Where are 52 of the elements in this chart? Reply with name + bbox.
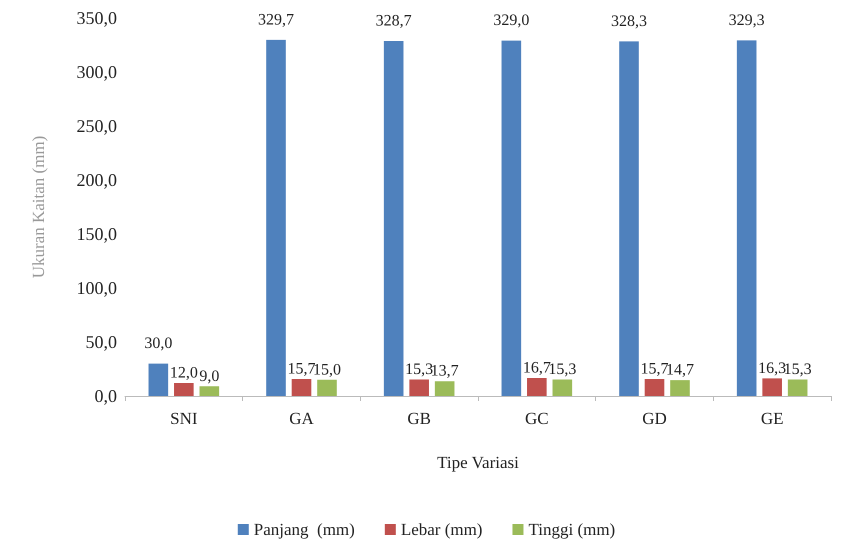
bar [434,381,454,396]
data-label: 328,7 [376,12,412,30]
data-label: 15,7 [640,360,668,378]
legend-label: Lebar (mm) [400,520,482,539]
y-tick-label: 0,0 [94,386,117,406]
legend-label: Tinggi (mm) [528,520,616,539]
bar [736,40,756,396]
data-label: 329,7 [258,11,294,28]
data-label: 329,3 [728,12,765,29]
x-tick-label: GB [407,409,431,428]
bar [148,364,168,396]
y-tick-label: 250,0 [76,116,117,136]
bar [317,380,337,396]
y-tick-label: 200,0 [76,170,117,190]
bar [670,380,690,396]
data-label: 15,3 [405,360,434,378]
bar [384,41,404,396]
x-tick-label: GD [642,409,667,428]
y-tick-label: 300,0 [76,62,117,82]
bar [788,379,808,396]
bar [502,40,522,396]
bar [552,379,572,396]
bar [200,386,220,396]
data-label: 16,7 [522,359,551,376]
data-label: 30,0 [144,335,172,352]
bar [292,379,312,396]
data-label: 329,0 [493,12,530,30]
bar [174,383,194,396]
bar [266,40,286,396]
data-label: 13,7 [430,362,459,380]
x-tick-label: GE [760,409,784,428]
x-axis-title: Tipe Variasi [437,453,520,472]
bar [644,379,664,396]
x-tick-label: SNI [170,409,198,428]
bar [762,378,782,396]
data-label: 12,0 [170,364,198,382]
bar [527,378,547,396]
y-axis-title: Ukuran Kaitan (mm) [29,136,48,278]
legend-label: Panjang (mm) [254,520,355,539]
x-tick-label: GC [525,409,549,428]
data-label: 9,0 [199,368,220,385]
data-label: 15,7 [288,360,316,378]
y-tick-label: 350,0 [76,8,117,28]
x-tick-label: GA [289,409,314,428]
bar [619,41,639,396]
data-label: 16,3 [758,360,786,377]
data-label: 15,3 [784,360,812,378]
bar [409,379,429,396]
y-tick-label: 50,0 [86,332,117,352]
y-tick-label: 100,0 [76,278,117,298]
y-tick-label: 150,0 [76,224,117,244]
data-label: 328,3 [611,12,648,30]
